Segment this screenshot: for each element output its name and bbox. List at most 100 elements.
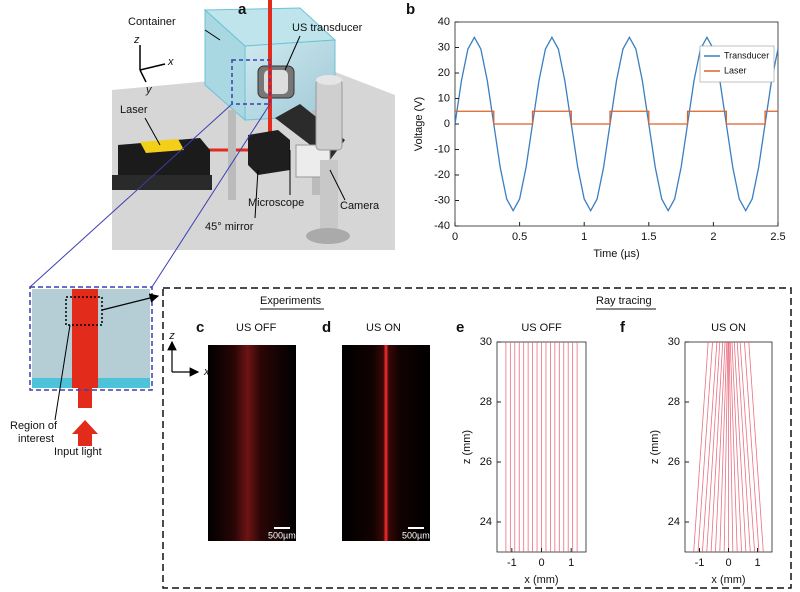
x-tick-label: 1 — [568, 557, 574, 569]
axis-arrow — [139, 63, 166, 71]
transducer-bore — [264, 70, 288, 94]
legend-label: Laser — [724, 65, 747, 75]
axis-label: z — [168, 330, 175, 342]
zoom-line — [29, 103, 233, 288]
ray — [715, 341, 726, 553]
y-axis-label: z (mm) — [649, 430, 661, 464]
leader — [54, 324, 71, 421]
ray — [736, 341, 751, 553]
leader — [329, 169, 346, 201]
arrow — [101, 293, 160, 311]
ray — [693, 341, 709, 553]
zoom-line — [151, 103, 271, 288]
leader — [144, 117, 161, 146]
x-tick-label: 0 — [725, 557, 731, 569]
ray — [728, 341, 734, 553]
scale-label: 500µm — [402, 530, 430, 540]
y-tick-label: 24 — [668, 516, 680, 528]
axis-label: x — [167, 56, 174, 68]
label: interest — [18, 433, 54, 445]
camera-post — [320, 160, 338, 230]
ray — [748, 341, 764, 553]
post — [315, 79, 343, 151]
panel-title: US OFF — [521, 322, 562, 334]
x-tick-label: 0 — [538, 557, 544, 569]
laser-base — [112, 175, 212, 190]
label: Microscope — [248, 197, 304, 209]
panel-letter: b — [406, 1, 415, 18]
scale-label: 500µm — [268, 530, 296, 540]
ray — [723, 341, 729, 553]
ray — [710, 341, 724, 553]
label: Region of — [10, 420, 58, 432]
x-tick-label: 2 — [710, 231, 716, 243]
y-tick-label: -40 — [434, 220, 450, 232]
label: 45° mirror — [205, 221, 254, 233]
laser-label — [140, 139, 184, 153]
axis-label: z — [133, 34, 140, 46]
y-tick-label: -30 — [434, 194, 450, 206]
axis-label: y — [145, 84, 153, 96]
input-arrow — [72, 420, 98, 446]
panel-title: US ON — [711, 322, 746, 334]
legend-box — [699, 45, 775, 83]
label: US transducer — [292, 22, 363, 34]
x-tick-label: 1.5 — [641, 231, 656, 243]
y-tick-label: 26 — [668, 456, 680, 468]
panel-title: US OFF — [236, 322, 277, 334]
x-tick-label: 1 — [754, 557, 760, 569]
inset-frame — [29, 286, 153, 391]
ray — [729, 341, 738, 553]
leader — [204, 29, 221, 41]
y-tick-label: -10 — [434, 143, 450, 155]
mirror-mount — [248, 130, 290, 175]
label: Camera — [340, 200, 380, 212]
label: Input light — [54, 446, 102, 458]
panel-letter: a — [238, 1, 247, 18]
inset-beam — [78, 388, 92, 408]
x-tick-label: 0.5 — [512, 231, 527, 243]
y-tick-label: 10 — [438, 92, 450, 104]
panel-letter: f — [620, 319, 626, 336]
post-top — [316, 75, 342, 85]
y-tick-label: -20 — [434, 169, 450, 181]
axis-arrow — [139, 69, 147, 83]
inset-beam — [72, 289, 98, 388]
ray — [697, 341, 713, 553]
ray — [702, 341, 718, 553]
data-line — [455, 110, 778, 125]
inset — [29, 286, 200, 446]
y-tick-label: 30 — [480, 336, 492, 348]
leader — [284, 35, 301, 71]
roi-box — [65, 296, 103, 326]
panel-title: US ON — [366, 322, 401, 334]
label: Container — [128, 16, 176, 28]
y-axis-label: z (mm) — [461, 430, 473, 464]
ray — [739, 341, 755, 553]
roi-frame — [231, 59, 271, 105]
y-tick-label: 40 — [438, 16, 450, 28]
x-axis-label: x (mm) — [711, 574, 745, 586]
ray — [744, 341, 760, 553]
label: Laser — [120, 104, 148, 116]
y-tick-label: 28 — [480, 396, 492, 408]
x-tick-label: 1 — [581, 231, 587, 243]
legend-label: Transducer — [724, 50, 769, 60]
pillar — [228, 110, 236, 200]
panel-letter: e — [456, 319, 464, 336]
panel-letter: d — [322, 319, 331, 336]
ray — [719, 341, 728, 553]
panel-letter: c — [196, 319, 204, 336]
camera-base — [306, 228, 350, 244]
ray — [706, 341, 721, 553]
y-tick-label: 20 — [438, 67, 450, 79]
y-tick-label: 0 — [444, 118, 450, 130]
ray — [731, 341, 742, 553]
x-tick-label: -1 — [695, 557, 705, 569]
x-tick-label: -1 — [507, 557, 517, 569]
y-tick-label: 24 — [480, 516, 492, 528]
data-line — [454, 35, 779, 213]
x-axis-label: Time (µs) — [593, 248, 639, 260]
micrograph — [208, 345, 296, 541]
